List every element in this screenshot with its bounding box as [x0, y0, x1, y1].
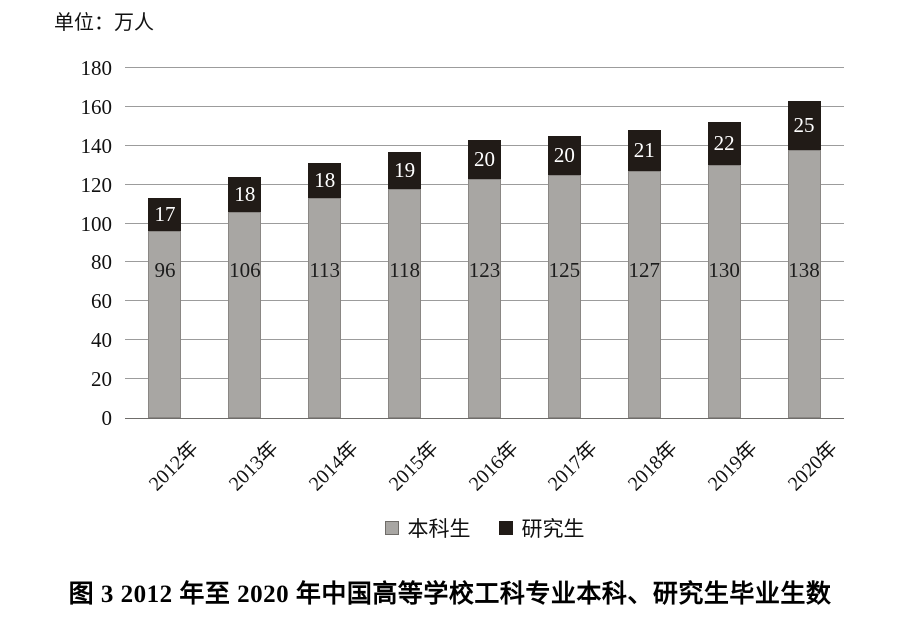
- legend-label: 本科生: [407, 517, 471, 541]
- grad-value-label: 17: [154, 202, 176, 226]
- undergrad-value-label: 118: [389, 258, 420, 282]
- bar-group-2012年: 17 96: [125, 68, 205, 418]
- grad-value-label: 22: [713, 131, 735, 155]
- grad-segment-2019年: 22: [707, 122, 741, 165]
- grad-value-label: 25: [793, 113, 815, 137]
- grad-value-label: 18: [234, 182, 256, 206]
- undergrad-segment-2020年: [787, 150, 821, 418]
- x-tick-label-2020年: 2020年: [783, 437, 842, 496]
- undergrad-value-label: 125: [548, 258, 581, 282]
- grad-segment-2020年: 25: [787, 101, 821, 150]
- undergrad-value-label: 138: [788, 258, 820, 282]
- bar-group-2017年: 20 125: [524, 68, 604, 418]
- y-tick-label-140: 140: [80, 133, 113, 158]
- grad-segment-2014年: 18: [308, 163, 342, 198]
- undergrad-value-label: 96: [154, 258, 176, 282]
- x-tick-label-2012年: 2012年: [144, 437, 203, 496]
- bar-group-2013年: 18 106: [205, 68, 285, 418]
- gridline-180: [125, 67, 844, 68]
- x-tick-label-2018年: 2018年: [624, 437, 683, 496]
- x-tick-label-2013年: 2013年: [224, 437, 283, 496]
- x-tick-label-2015年: 2015年: [384, 437, 443, 496]
- undergrad-segment-2016年: [467, 179, 501, 418]
- y-tick-label-180: 180: [80, 56, 113, 80]
- y-tick-label-40: 40: [91, 328, 112, 353]
- undergrad-value-label: 123: [468, 258, 501, 282]
- y-tick-label-80: 80: [91, 250, 112, 275]
- bar-group-2016年: 20 123: [445, 68, 525, 418]
- undergrad-value-label: 127: [628, 258, 661, 282]
- x-tick-label-2019年: 2019年: [703, 437, 762, 496]
- bar-group-2014年: 18 113: [285, 68, 365, 418]
- y-tick-label-0: 0: [101, 406, 113, 430]
- plot-area: 17 96 18 106 18 113 19 118 20 123 20 125 21 127 22 130 2…: [125, 67, 844, 419]
- legend-swatch-研究生: [498, 521, 513, 535]
- legend-item-研究生: 研究生: [498, 513, 585, 543]
- grad-value-label: 18: [314, 168, 336, 192]
- grad-segment-2013年: 18: [228, 177, 262, 212]
- grad-value-label: 20: [473, 147, 495, 171]
- grad-value-label: 21: [633, 138, 655, 162]
- undergrad-segment-2018年: [627, 171, 661, 418]
- legend: 本科生 研究生: [125, 513, 844, 543]
- legend-label: 研究生: [521, 517, 585, 541]
- undergrad-segment-2014年: [308, 198, 342, 418]
- x-axis-line: [125, 418, 844, 419]
- unit-label: 单位：万人: [54, 12, 154, 34]
- x-tick-label-2017年: 2017年: [544, 437, 603, 496]
- grad-value-label: 20: [553, 143, 575, 167]
- undergrad-value-label: 130: [708, 258, 740, 282]
- y-tick-label-100: 100: [80, 211, 113, 236]
- bar-group-2018年: 21 127: [604, 68, 684, 418]
- bar-group-2020年: 25 138: [764, 68, 844, 418]
- figure-caption: 图 3 2012 年至 2020 年中国高等学校工科专业本科、研究生毕业生数: [68, 581, 832, 608]
- grad-segment-2012年: 17: [148, 198, 182, 231]
- bar-group-2019年: 22 130: [684, 68, 764, 418]
- y-tick-label-20: 20: [91, 367, 112, 392]
- legend-item-本科生: 本科生: [384, 513, 471, 543]
- x-tick-label-2014年: 2014年: [304, 437, 363, 496]
- legend-swatch-本科生: [384, 521, 399, 535]
- undergrad-segment-2013年: [228, 212, 262, 418]
- undergrad-segment-2019年: [707, 165, 741, 418]
- y-tick-label-160: 160: [80, 94, 113, 119]
- grad-segment-2015年: 19: [388, 152, 422, 189]
- undergrad-value-label: 113: [309, 258, 341, 282]
- grad-segment-2018年: 21: [627, 130, 661, 171]
- undergrad-segment-2012年: [148, 231, 182, 418]
- x-tick-label-2016年: 2016年: [464, 437, 523, 496]
- y-tick-label-60: 60: [91, 289, 112, 314]
- grad-value-label: 19: [394, 158, 416, 182]
- undergrad-value-label: 106: [229, 258, 261, 282]
- undergrad-segment-2015年: [388, 189, 422, 418]
- bar-group-2015年: 19 118: [365, 68, 445, 418]
- grad-segment-2016年: 20: [467, 140, 501, 179]
- undergrad-segment-2017年: [547, 175, 581, 418]
- grad-segment-2017年: 20: [547, 136, 581, 175]
- y-tick-label-120: 120: [80, 172, 113, 197]
- gridline-160: [125, 106, 844, 107]
